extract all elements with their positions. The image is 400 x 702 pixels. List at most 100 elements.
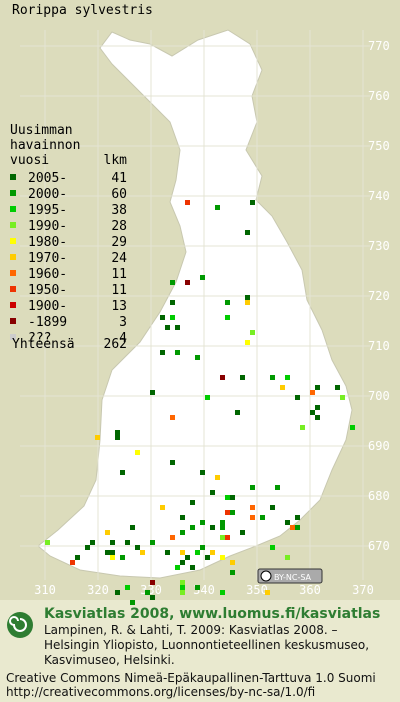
observation-square <box>110 550 115 555</box>
citation-line: Kasvimuseo, Helsinki. <box>44 653 175 667</box>
observation-square <box>250 515 255 520</box>
observation-square <box>145 590 150 595</box>
observation-square <box>170 535 175 540</box>
observation-square <box>315 415 320 420</box>
observation-square <box>135 450 140 455</box>
cc-icon <box>260 570 272 582</box>
legend-label: 2000- <box>28 187 67 202</box>
observation-square <box>115 435 120 440</box>
legend-count-heading: lkm <box>104 153 128 168</box>
observation-square <box>170 280 175 285</box>
observation-square <box>270 375 275 380</box>
observation-square <box>200 470 205 475</box>
legend-label: 1990- <box>28 219 67 234</box>
license-line: http://creativecommons.org/licenses/by-n… <box>6 685 315 699</box>
observation-square <box>170 460 175 465</box>
observation-square <box>45 540 50 545</box>
observation-square <box>195 355 200 360</box>
observation-square <box>285 555 290 560</box>
legend-heading: havainnon <box>10 138 80 153</box>
observation-square <box>290 525 295 530</box>
observation-square <box>300 425 305 430</box>
observation-square <box>185 280 190 285</box>
observation-square <box>175 350 180 355</box>
observation-square <box>295 525 300 530</box>
observation-square <box>215 475 220 480</box>
observation-square <box>130 600 135 605</box>
observation-square <box>150 580 155 585</box>
y-grid-label: 750 <box>368 139 390 153</box>
observation-square <box>190 525 195 530</box>
observation-square <box>245 340 250 345</box>
observation-square <box>315 405 320 410</box>
y-grid-label: 670 <box>368 539 390 553</box>
observation-squares <box>45 200 355 605</box>
logo-swirl <box>9 616 27 632</box>
legend-count: 13 <box>111 299 127 314</box>
observation-square <box>245 230 250 235</box>
legend-swatch <box>10 254 16 260</box>
observation-square <box>275 485 280 490</box>
legend-label: 1950- <box>28 283 67 298</box>
observation-square <box>110 540 115 545</box>
observation-square <box>220 590 225 595</box>
observation-square <box>225 495 230 500</box>
legend-swatch <box>10 222 16 228</box>
observation-square <box>230 495 235 500</box>
observation-square <box>120 470 125 475</box>
observation-square <box>295 395 300 400</box>
observation-square <box>180 585 185 590</box>
x-grid-label: 350 <box>246 583 268 597</box>
observation-square <box>105 530 110 535</box>
observation-square <box>160 350 165 355</box>
legend-count: 29 <box>111 235 127 250</box>
observation-square <box>170 415 175 420</box>
observation-square <box>175 565 180 570</box>
observation-square <box>250 330 255 335</box>
observation-square <box>180 560 185 565</box>
legend-count: 38 <box>111 203 127 218</box>
legend-swatch <box>10 174 16 180</box>
observation-square <box>70 560 75 565</box>
observation-square <box>185 200 190 205</box>
y-grid-label: 680 <box>368 489 390 503</box>
legend-label: 1900- <box>28 299 67 314</box>
observation-square <box>250 485 255 490</box>
observation-square <box>110 555 115 560</box>
legend-swatch <box>10 286 16 292</box>
observation-square <box>105 550 110 555</box>
observation-square <box>295 515 300 520</box>
observation-square <box>340 395 345 400</box>
observation-square <box>220 375 225 380</box>
legend-count: 41 <box>111 171 127 186</box>
logo-circle <box>7 612 33 638</box>
observation-square <box>200 520 205 525</box>
observation-square <box>225 535 230 540</box>
observation-square <box>250 505 255 510</box>
license-line: Creative Commons Nimeä-Epäkaupallinen-Ta… <box>6 671 376 685</box>
legend-count: 11 <box>111 267 127 282</box>
observation-square <box>230 570 235 575</box>
observation-square <box>280 385 285 390</box>
observation-square <box>85 545 90 550</box>
observation-square <box>310 410 315 415</box>
observation-square <box>265 590 270 595</box>
observation-square <box>180 530 185 535</box>
legend-heading: vuosi <box>10 153 49 168</box>
observation-square <box>195 550 200 555</box>
finland-outline <box>37 29 353 579</box>
luomus-logo <box>7 612 33 638</box>
observation-square <box>285 520 290 525</box>
observation-square <box>160 315 165 320</box>
legend-label: ??? <box>28 331 51 346</box>
legend-label: 1980- <box>28 235 67 250</box>
legend-label: 2005- <box>28 171 67 186</box>
x-grid-label: 360 <box>299 583 321 597</box>
y-grid-label: 710 <box>368 339 390 353</box>
observation-square <box>185 555 190 560</box>
legend-total-label: Yhteensä <box>12 337 75 352</box>
observation-square <box>180 550 185 555</box>
observation-square <box>190 500 195 505</box>
x-grid-label: 330 <box>140 583 162 597</box>
y-grid-label: 730 <box>368 239 390 253</box>
